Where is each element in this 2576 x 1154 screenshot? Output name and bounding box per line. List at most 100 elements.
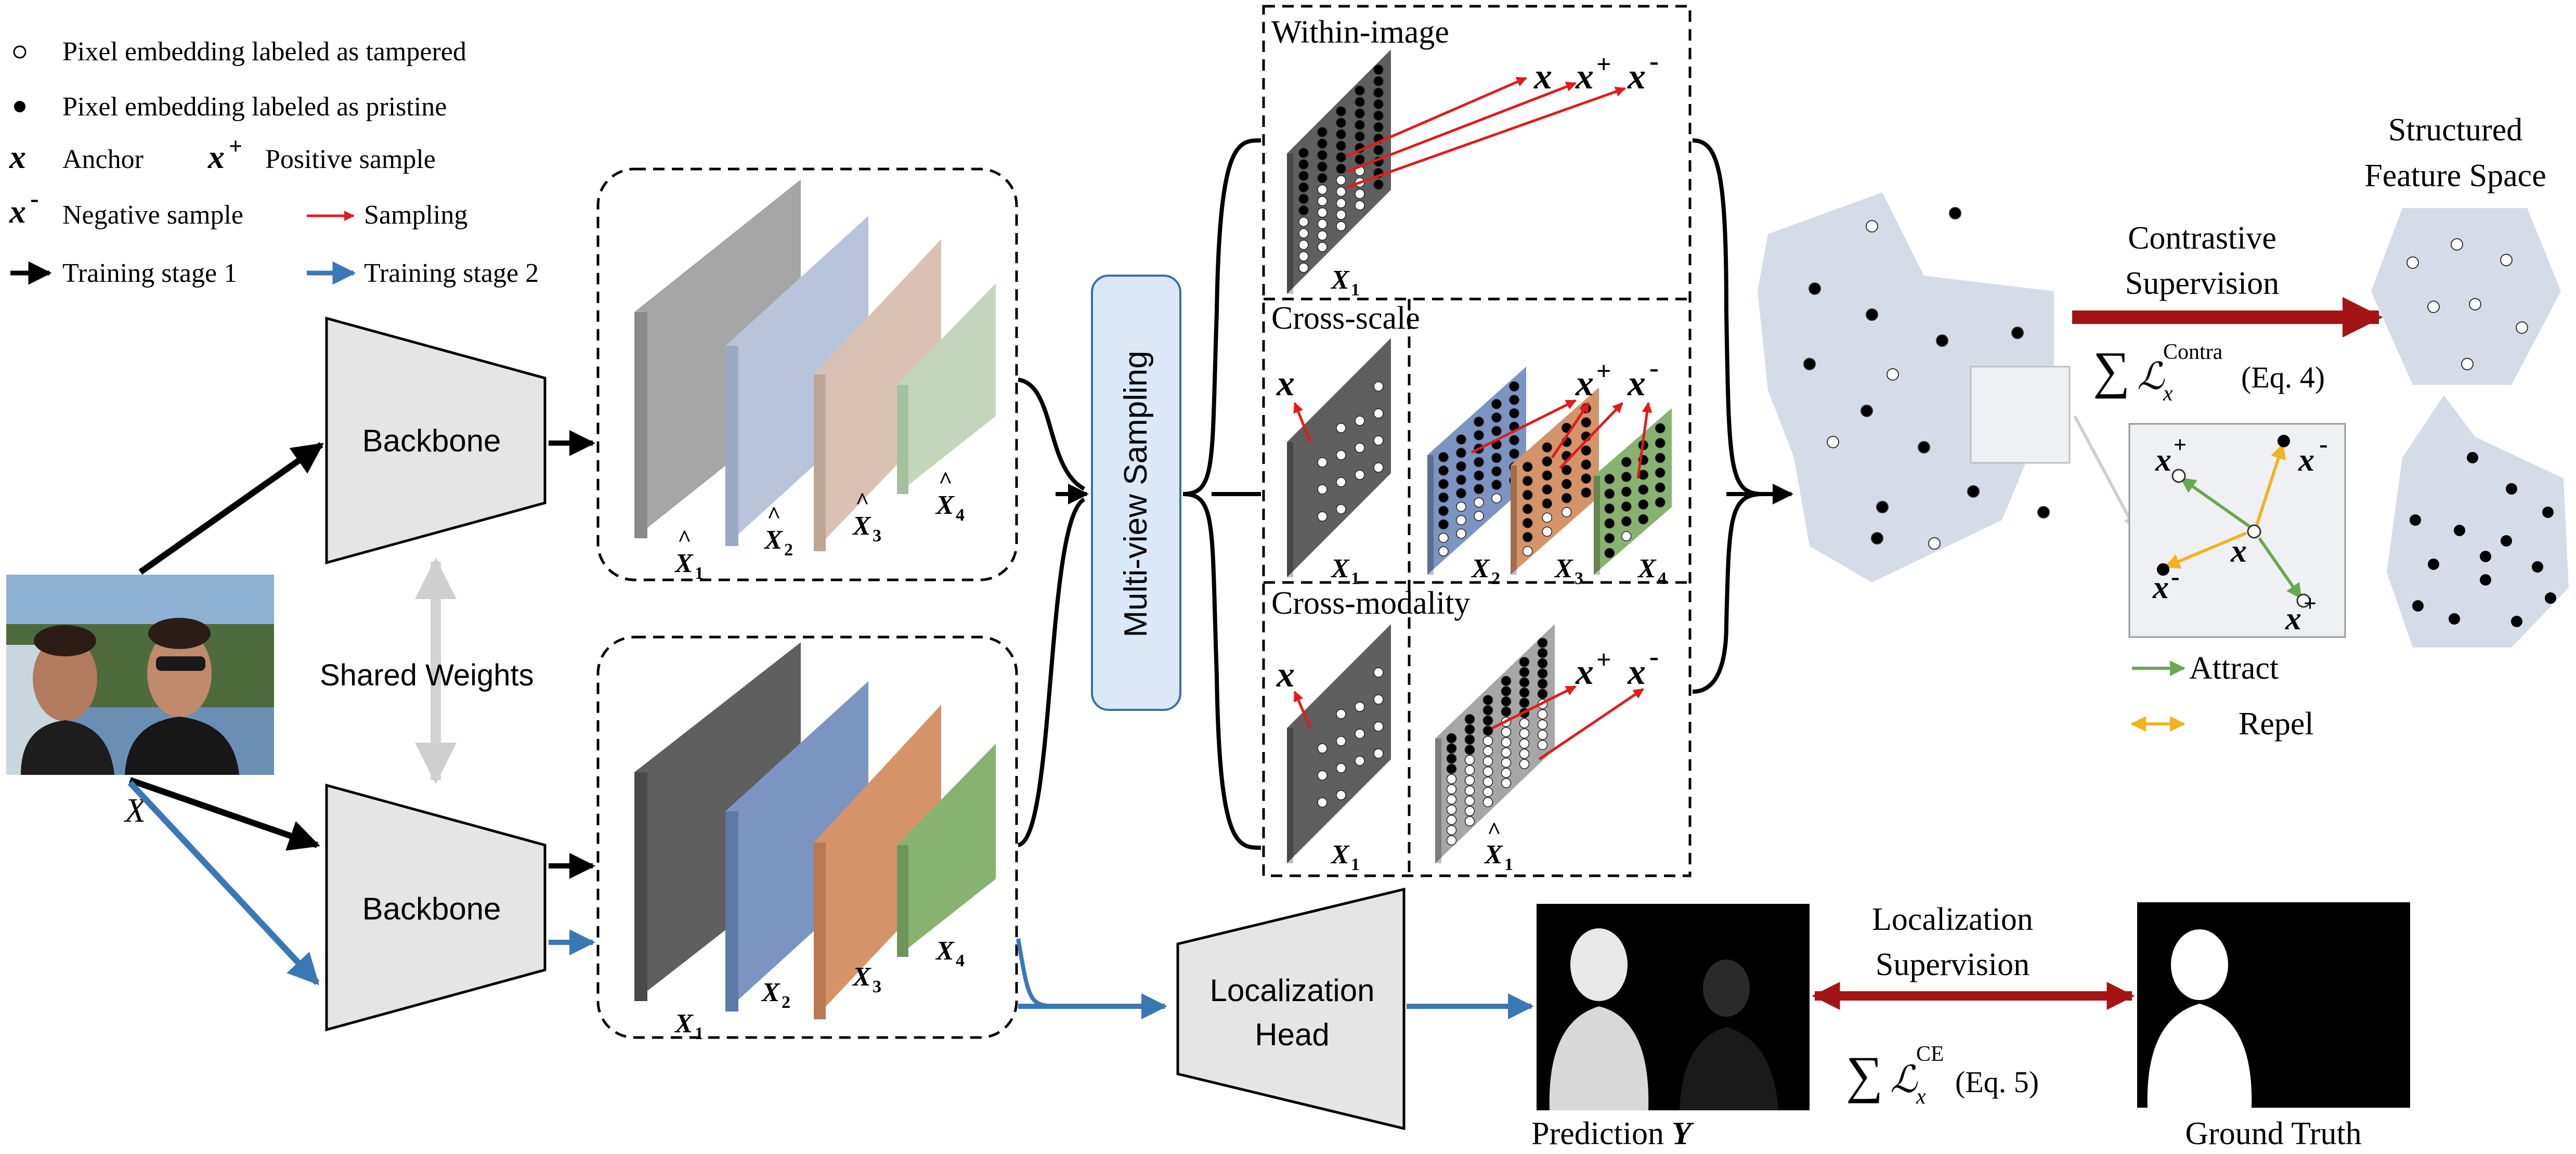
svg-text:(Eq. 4): (Eq. 4): [2241, 360, 2325, 394]
svg-text:+: +: [1596, 645, 1611, 674]
plain-feature-labels: X 1 X 2 X 3 X 4: [674, 936, 965, 1043]
svg-text:-: -: [1649, 641, 1659, 672]
cross-modality-sample-arrow-2: [1491, 685, 1577, 730]
contrastive-label-1: Contrastive: [2128, 221, 2276, 256]
legend-tampered-label: Pixel embedding labeled as tampered: [62, 37, 466, 67]
cross-scale-plate-x3: [1511, 387, 1599, 575]
within-sample-arrow-3: [1346, 86, 1626, 189]
hat-features-merge-curve: [1018, 378, 1085, 491]
svg-text:2: 2: [1491, 569, 1500, 588]
plain-features-box: [596, 636, 1018, 1039]
to-head-curve: [1016, 938, 1064, 1008]
svg-text:x: x: [2285, 601, 2301, 637]
ground-truth-image: [2137, 902, 2410, 1108]
svg-text:Contra: Contra: [2163, 340, 2223, 364]
shared-weights-label: Shared Weights: [320, 658, 534, 692]
hat-features-box: [596, 167, 1018, 581]
anchor-symbol: x: [9, 138, 26, 175]
repel-line-2: [2164, 531, 2247, 569]
cross-scale-sample-arrow-1: [1293, 402, 1312, 443]
within-negative-symbol: x: [1627, 57, 1646, 97]
views-panel: [1262, 5, 1692, 877]
svg-text:X: X: [1330, 265, 1350, 295]
views-brace-bottom: [1182, 492, 1261, 850]
zoom-arrow: [2073, 415, 2136, 529]
contrastive-loss: ∑ ℒ Contra x (Eq. 4): [2093, 340, 2325, 406]
legend-anchor-label: Anchor: [62, 145, 144, 174]
within-sample-arrow-2: [1346, 82, 1577, 173]
svg-text:ℒ: ℒ: [2137, 356, 2165, 397]
cross-scale-positive-symbol: x: [1575, 364, 1594, 404]
prediction-var: Y: [1672, 1116, 1694, 1151]
cross-scale-plate-x4: [1594, 408, 1672, 575]
localization-head-label-2: Head: [1255, 1017, 1329, 1052]
multi-view-sampling-block: Multi-view Sampling: [1091, 275, 1181, 711]
localization-head-label-1: Localization: [1210, 973, 1375, 1008]
zoom-panel-contents: x + x - x x - x +: [2152, 429, 2328, 637]
ground-truth-label: Ground Truth: [2185, 1116, 2361, 1151]
cross-modality-plate-x1: [1287, 624, 1391, 863]
svg-text:CE: CE: [1916, 1042, 1944, 1066]
structured-space-top: [2371, 208, 2561, 385]
contrastive-label-2: Supervision: [2125, 266, 2279, 301]
attract-label: Attract: [2189, 651, 2279, 686]
view-cross-modality-label: Cross-modality: [1271, 586, 1470, 621]
zoom-region: [1970, 366, 2071, 464]
cross-scale-anchor-symbol: x: [1276, 364, 1295, 404]
ce-loss: ∑ ℒ CE x (Eq. 5): [1846, 1042, 2039, 1109]
svg-text:X: X: [1484, 840, 1503, 870]
svg-text:4: 4: [1658, 569, 1667, 588]
legend-negative-label: Negative sample: [62, 200, 243, 230]
svg-text:x: x: [2230, 534, 2247, 569]
structured-space-bottom: [2387, 395, 2569, 647]
svg-text:-: -: [2171, 562, 2180, 591]
cross-modality-sample-arrow-1: [1293, 691, 1312, 729]
svg-text:-: -: [2319, 429, 2328, 458]
svg-text:1: 1: [695, 564, 704, 583]
plain-feature-stack: [634, 642, 996, 1019]
legend-stage2-label: Training stage 2: [364, 258, 539, 288]
hat-x2-label: X: [763, 525, 783, 555]
plain-features-merge-curve: [1017, 497, 1086, 847]
loc-supervision-label-1: Localization: [1872, 902, 2033, 937]
svg-text:∑: ∑: [1846, 1046, 1883, 1104]
attract-line-1: [2180, 477, 2253, 529]
repel-line-1: [2255, 443, 2286, 526]
svg-text:2: 2: [784, 540, 793, 560]
svg-text:1: 1: [1504, 855, 1513, 874]
svg-text:1: 1: [1351, 569, 1360, 588]
svg-text:(Eq. 5): (Eq. 5): [1955, 1065, 2039, 1099]
svg-text:3: 3: [1575, 569, 1583, 588]
pristine-dot-icon: [14, 101, 25, 112]
loc-supervision-label-2: Supervision: [1876, 947, 2029, 982]
legend-pristine-label: Pixel embedding labeled as pristine: [62, 92, 447, 122]
structured-title-2: Feature Space: [2364, 158, 2546, 193]
svg-text:-: -: [1649, 45, 1659, 76]
svg-text:+: +: [1596, 49, 1611, 79]
svg-text:3: 3: [873, 977, 881, 996]
localization-head: Localization Head: [1176, 887, 1406, 1131]
repel-label: Repel: [2239, 706, 2314, 742]
svg-text:-: -: [1649, 352, 1659, 383]
multi-view-label: Multi-view Sampling: [1118, 351, 1154, 637]
svg-text:^: ^: [1487, 817, 1501, 844]
svg-text:4: 4: [956, 951, 965, 970]
backbone-top: Backbone: [325, 316, 547, 565]
svg-text:X: X: [1471, 554, 1490, 584]
svg-text:x: x: [2155, 443, 2171, 478]
cross-scale-plate-x2: [1427, 367, 1526, 575]
svg-text:3: 3: [873, 526, 881, 546]
svg-text:∑: ∑: [2093, 341, 2130, 399]
legend-positive-label: Positive sample: [265, 145, 436, 174]
legend-sampling-label: Sampling: [364, 200, 467, 230]
backbone-bottom-label: Backbone: [362, 891, 501, 926]
legend-stage1-label: Training stage 1: [62, 258, 237, 288]
svg-text:X: X: [1637, 554, 1657, 584]
backbone-bottom: Backbone: [325, 783, 547, 1032]
svg-text:^: ^: [939, 466, 953, 493]
svg-text:X: X: [1330, 840, 1350, 870]
sample-symbols: x x + x - x x + x - x x + x -: [1276, 45, 1659, 695]
hat-x3-label: X: [852, 511, 871, 541]
within-plate-x1: [1287, 49, 1391, 294]
